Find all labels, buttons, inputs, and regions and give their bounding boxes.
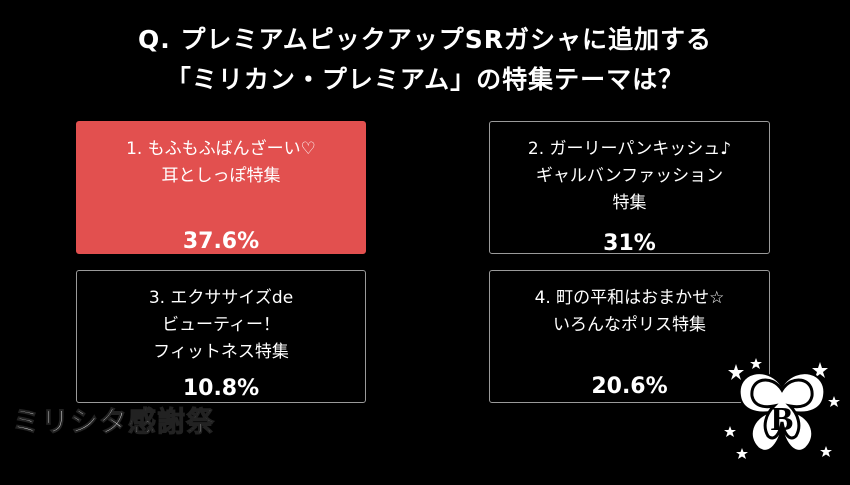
svg-text:B: B — [771, 401, 794, 438]
option-percent: 37.6% — [182, 229, 260, 254]
event-logo: ミリシタ感謝祭 — [11, 405, 216, 439]
question-line-1: Q. プレミアムピックアップSRガシャに追加する — [138, 25, 712, 54]
question-line-2: 「ミリカン・プレミアム」の特集テーマは？ — [165, 65, 685, 94]
question-title: Q. プレミアムピックアップSRガシャに追加する 「ミリカン・プレミアム」の特集… — [0, 20, 850, 100]
option-card-1: 1. もふもふばんざーい♡ 耳としっぽ特集 37.6% — [76, 121, 366, 254]
option-label: 4. 町の平和はおまかせ☆ いろんなポリス特集 — [534, 288, 725, 335]
option-card-2: 2. ガーリーパンキッシュ♪ ギャルバンファッション 特集 31% — [489, 121, 770, 256]
option-label: 2. ガーリーパンキッシュ♪ ギャルバンファッション 特集 — [527, 139, 732, 213]
option-label: 1. もふもふばんざーい♡ 耳としっぽ特集 — [126, 139, 316, 186]
option-percent: 31% — [603, 231, 656, 256]
option-percent: 10.8% — [182, 376, 260, 401]
butterfly-star-emblem-icon: B — [724, 358, 840, 459]
option-card-3: 3. エクササイズde ビューティー！ フィットネス特集 10.8% — [76, 270, 366, 403]
option-card-4: 4. 町の平和はおまかせ☆ いろんなポリス特集 20.6% — [489, 270, 770, 403]
option-percent: 20.6% — [591, 374, 668, 399]
option-label: 3. エクササイズde ビューティー！ フィットネス特集 — [148, 288, 294, 362]
